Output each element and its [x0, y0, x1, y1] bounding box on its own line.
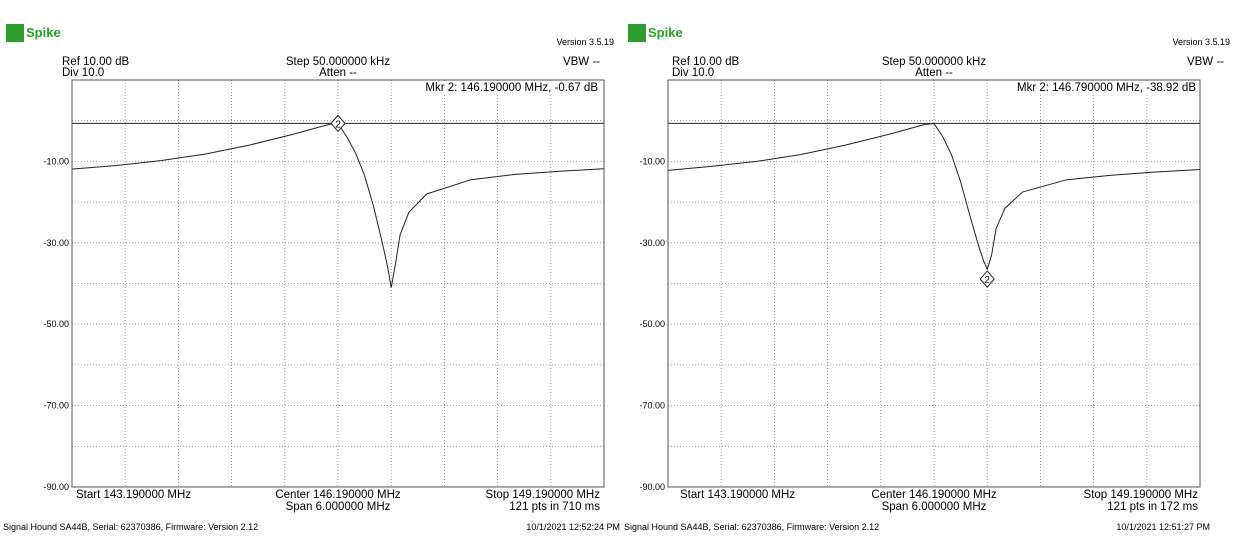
marker-label: 2	[335, 119, 341, 130]
spike-logo-text: Spike	[648, 25, 683, 40]
plot-frame	[71, 79, 605, 488]
points-label: 121 pts in 710 ms	[509, 501, 600, 513]
timestamp: 10/1/2021 12:51:27 PM	[1116, 522, 1210, 532]
version-label: Version 3.5.19	[556, 37, 614, 47]
start-frequency: Start 143.190000 MHz	[76, 489, 192, 501]
step-label: Step 50.000000 kHz	[285, 56, 391, 68]
marker-label: 2	[984, 275, 990, 286]
y-tick-label: -30.00	[43, 238, 69, 248]
version-label: Version 3.5.19	[1172, 37, 1230, 47]
marker-2: 2	[979, 270, 995, 288]
marker-readout: Mkr 2: 146.790000 MHz, -38.92 dB	[1015, 82, 1198, 94]
span-label: Span 6.000000 MHz	[285, 501, 391, 513]
y-tick-label: -50.00	[43, 319, 69, 329]
marker-readout: Mkr 2: 146.190000 MHz, -0.67 dB	[423, 82, 600, 94]
trace-line	[667, 122, 1201, 271]
center-frequency: Center 146.190000 MHz	[275, 489, 401, 501]
spectrum-panel-left: Spike Version 3.5.19 Ref 10.00 dB Div 10…	[0, 0, 620, 539]
spike-logo-text: Spike	[26, 25, 61, 40]
y-tick-label: -50.00	[639, 319, 665, 329]
stop-frequency: Stop 149.190000 MHz	[485, 489, 600, 501]
start-frequency: Start 143.190000 MHz	[680, 489, 796, 501]
marker-diamond	[330, 114, 346, 133]
atten-label: Atten --	[915, 67, 953, 79]
spectrum-panel-right: Spike Version 3.5.19 Ref 10.00 dB Div 10…	[622, 0, 1242, 539]
spectrum-plot: -10.00 -30.00 -50.00 -70.00 -90.00 2	[639, 79, 1201, 492]
y-tick-label: -90.00	[639, 482, 665, 492]
vbw-label: VBW --	[562, 56, 600, 68]
div-label: Div 10.0	[62, 67, 105, 79]
atten-label: Atten --	[319, 67, 357, 79]
y-tick-label: -30.00	[639, 238, 665, 248]
spike-logo-icon	[628, 24, 646, 42]
y-tick-label: -70.00	[639, 401, 665, 411]
spike-logo-icon	[6, 24, 24, 42]
vbw-label: VBW --	[1186, 56, 1224, 68]
grid	[668, 80, 1200, 487]
ref-level: Ref 10.00 dB	[62, 56, 130, 68]
div-label: Div 10.0	[672, 67, 715, 79]
device-info: Signal Hound SA44B, Serial: 62370386, Fi…	[624, 522, 880, 532]
y-tick-label: -10.00	[43, 156, 69, 166]
y-tick-label: -10.00	[639, 156, 665, 166]
trace-line	[71, 122, 605, 288]
span-label: Span 6.000000 MHz	[881, 501, 987, 513]
marker-diamond	[979, 270, 995, 288]
step-label: Step 50.000000 kHz	[881, 56, 987, 68]
plot-frame	[667, 79, 1201, 488]
stop-frequency: Stop 149.190000 MHz	[1083, 489, 1198, 501]
center-frequency: Center 146.190000 MHz	[871, 489, 997, 501]
ref-level: Ref 10.00 dB	[672, 56, 740, 68]
y-tick-label: -70.00	[43, 401, 69, 411]
timestamp: 10/1/2021 12:52:24 PM	[526, 522, 620, 532]
grid	[72, 80, 604, 487]
y-tick-label: -90.00	[43, 482, 69, 492]
marker-2: 2	[330, 114, 346, 133]
device-info: Signal Hound SA44B, Serial: 62370386, Fi…	[3, 522, 259, 532]
points-label: 121 pts in 172 ms	[1107, 501, 1198, 513]
spectrum-plot: -10.00 -30.00 -50.00 -70.00 -90.00 2	[43, 79, 605, 492]
